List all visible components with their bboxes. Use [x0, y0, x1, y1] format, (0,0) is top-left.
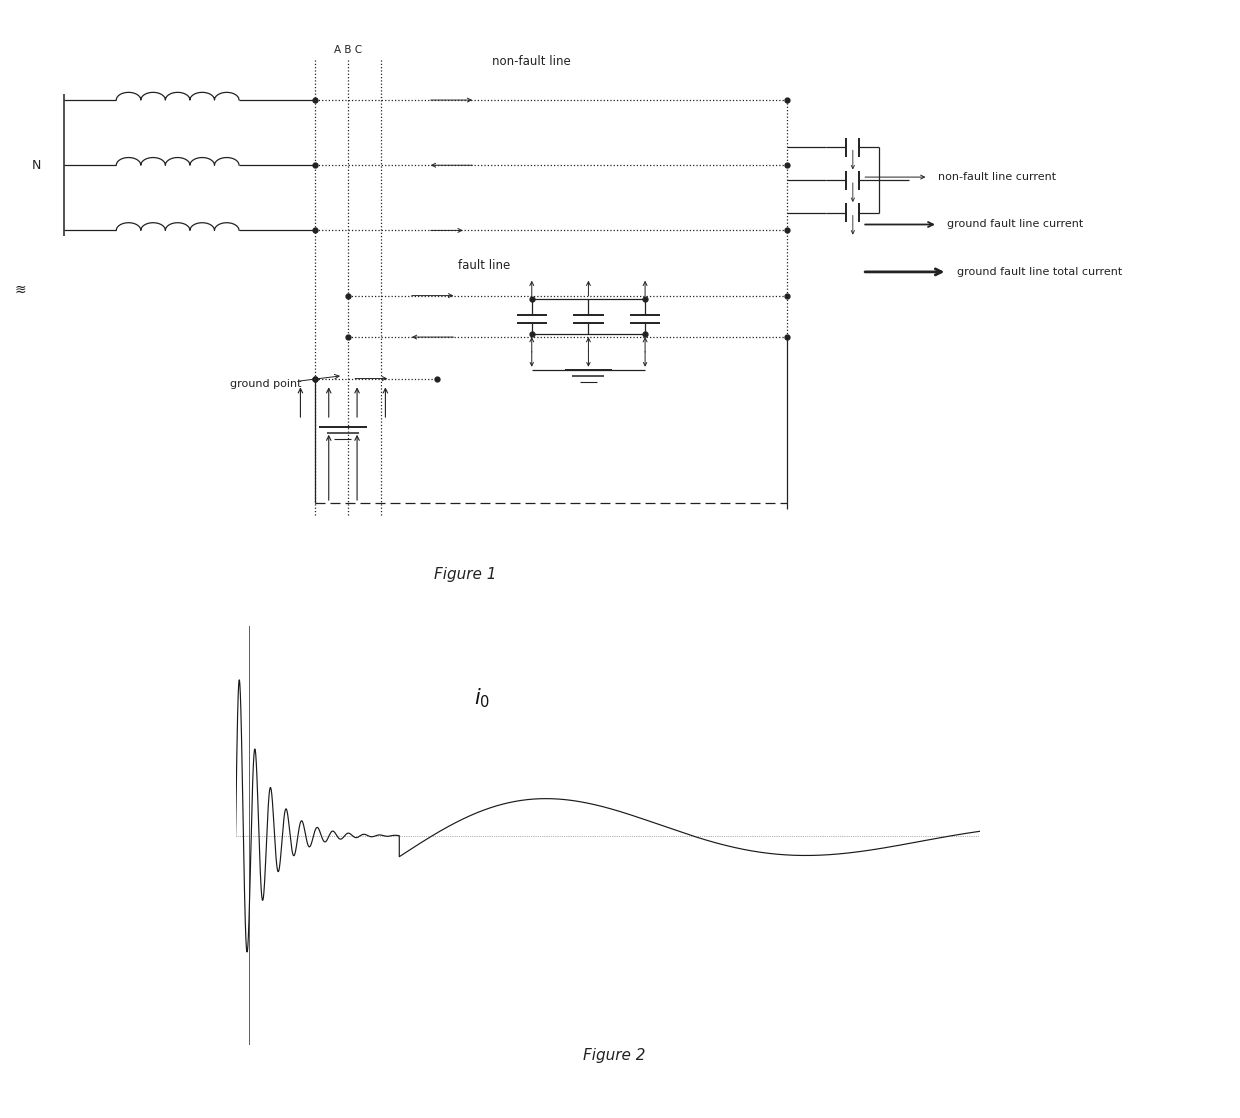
Text: $i_0$: $i_0$: [474, 686, 490, 710]
Text: Figure 1: Figure 1: [434, 567, 497, 581]
Text: N: N: [31, 159, 41, 172]
Text: ground fault line current: ground fault line current: [947, 219, 1084, 229]
Text: non-fault line current: non-fault line current: [937, 172, 1056, 182]
Text: ground fault line total current: ground fault line total current: [957, 267, 1122, 277]
Text: ground point: ground point: [229, 379, 301, 389]
Text: ≋: ≋: [14, 283, 26, 296]
Text: A B C: A B C: [334, 45, 362, 55]
Text: fault line: fault line: [459, 259, 511, 272]
Text: non-fault line: non-fault line: [492, 55, 572, 67]
Text: Figure 2: Figure 2: [583, 1048, 645, 1063]
